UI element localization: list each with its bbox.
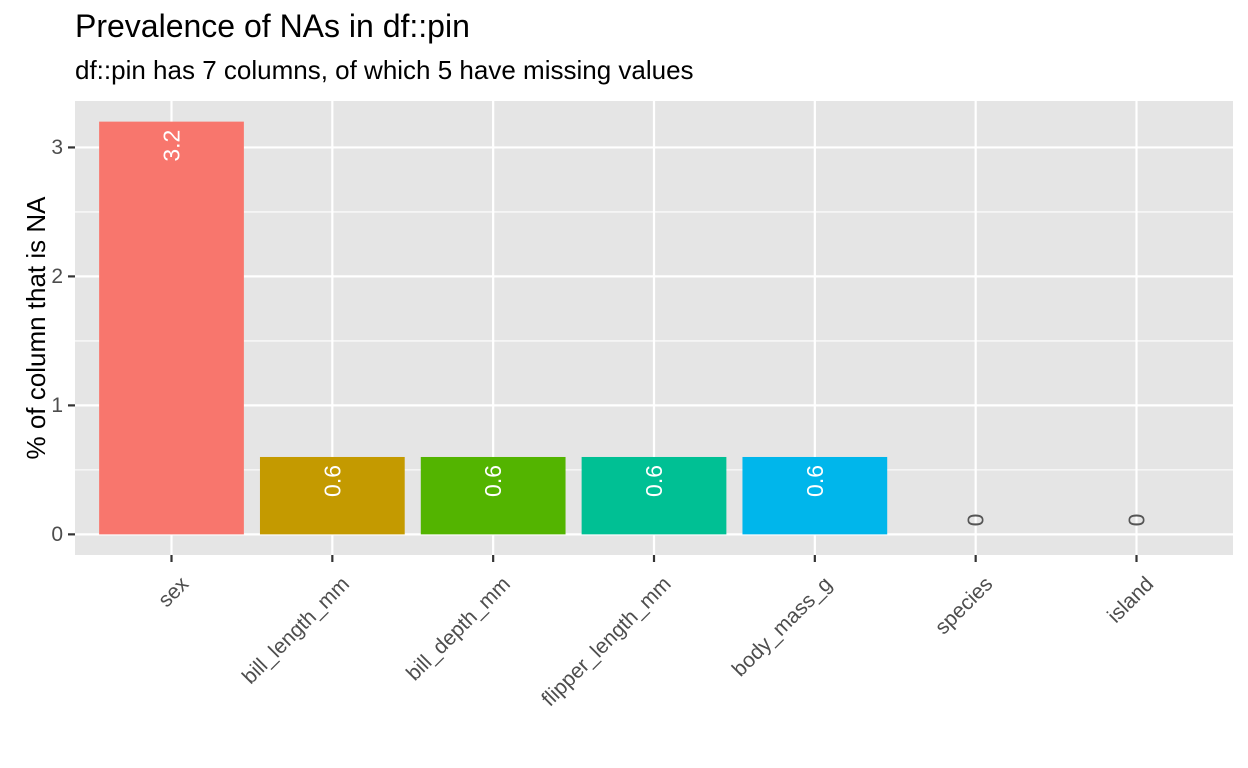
bar <box>742 456 888 535</box>
data-label: 0 <box>963 514 989 527</box>
y-axis-title: % of column that is NA <box>21 196 51 460</box>
x-tick-label: flipper_length_mm <box>537 572 675 710</box>
y-tick-label: 1 <box>51 394 63 417</box>
x-tick-label: bill_length_mm <box>238 572 354 688</box>
data-label: 0.6 <box>480 465 506 497</box>
data-label: 0 <box>1124 514 1150 527</box>
x-tick-label: bill_depth_mm <box>402 572 515 685</box>
chart-subtitle: df::pin has 7 columns, of which 5 have m… <box>75 55 694 85</box>
y-tick-label: 3 <box>51 136 63 159</box>
y-tick-label: 2 <box>51 265 63 288</box>
bar <box>581 456 727 535</box>
data-label: 3.2 <box>159 130 185 162</box>
data-label: 0.6 <box>319 465 345 497</box>
x-tick-label: sex <box>154 572 194 612</box>
bar <box>99 121 244 535</box>
x-tick-label: species <box>931 572 998 639</box>
bar <box>259 456 405 535</box>
x-tick-label: body_mass_g <box>728 572 837 681</box>
bar <box>420 456 566 535</box>
x-tick-label: island <box>1103 572 1158 627</box>
data-label: 0.6 <box>802 465 828 497</box>
chart-title: Prevalence of NAs in df::pin <box>75 8 470 44</box>
data-label: 0.6 <box>641 465 667 497</box>
y-tick-label: 0 <box>51 523 63 546</box>
